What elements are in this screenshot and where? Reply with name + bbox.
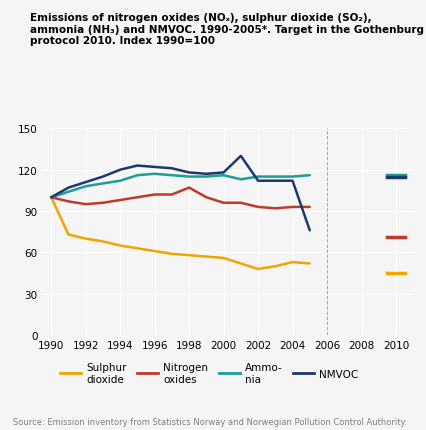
Text: Source: Emission inventory from Statistics Norway and Norwegian Pollution Contro: Source: Emission inventory from Statisti… [13,417,407,426]
Text: Emissions of nitrogen oxides (NOₓ), sulphur dioxide (SO₂),
ammonia (NH₃) and NMV: Emissions of nitrogen oxides (NOₓ), sulp… [30,13,424,46]
Legend: Sulphur
dioxide, Nitrogen
oxides, Ammo-
nia, NMVOC: Sulphur dioxide, Nitrogen oxides, Ammo- … [56,358,363,388]
